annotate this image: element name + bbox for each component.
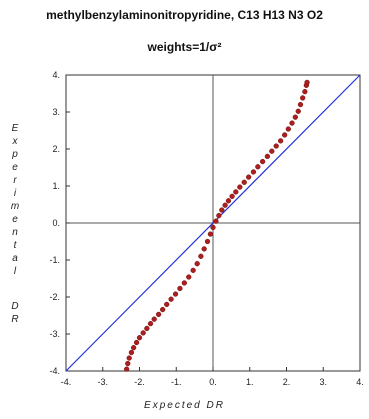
y-axis-label-letter: t <box>13 240 17 251</box>
data-point <box>198 253 204 259</box>
x-tick-label: 3. <box>319 377 327 387</box>
data-point <box>245 174 252 180</box>
data-point <box>255 164 261 170</box>
y-axis-label-letter: e <box>12 214 18 225</box>
x-tick-label: -1. <box>171 377 182 387</box>
data-point <box>172 291 179 297</box>
y-axis-label-letter: n <box>12 227 18 238</box>
data-point <box>233 189 239 195</box>
data-point <box>186 274 192 280</box>
data-point <box>222 202 228 208</box>
data-point <box>123 366 130 372</box>
data-point <box>194 261 200 267</box>
data-point <box>304 79 310 86</box>
data-point <box>160 306 166 313</box>
data-point <box>237 184 243 190</box>
y-axis-label-letter: E <box>11 123 19 134</box>
data-point <box>136 335 143 341</box>
data-point <box>241 179 247 185</box>
chart-title: methylbenzylaminonitropyridine, C13 H13 … <box>46 8 323 22</box>
data-point <box>285 126 291 132</box>
data-point <box>126 355 132 361</box>
data-point <box>207 231 214 237</box>
data-point <box>259 158 266 165</box>
reference-line <box>65 74 361 372</box>
data-point <box>133 339 140 346</box>
y-axis-label-letter: D <box>11 301 19 312</box>
x-tick-label: 2. <box>283 377 291 387</box>
y-tick-label: 3. <box>52 107 60 117</box>
data-point <box>300 95 306 101</box>
x-tick-label: 4. <box>356 377 364 387</box>
y-tick-label: -1. <box>49 255 60 265</box>
data-point <box>264 153 271 160</box>
x-tick-label: 0. <box>209 377 217 387</box>
data-point <box>128 349 135 356</box>
data-point <box>273 143 279 149</box>
data-point <box>229 193 235 200</box>
y-tick-label: -4. <box>49 366 60 376</box>
data-point <box>151 316 157 322</box>
data-point <box>144 325 150 332</box>
data-point <box>140 330 146 336</box>
data-point <box>204 238 211 245</box>
y-axis-label-letter: l <box>13 266 17 277</box>
y-axis-label-letter: m <box>10 201 20 212</box>
x-tick-label: -4. <box>61 377 72 387</box>
data-point <box>164 301 170 308</box>
data-point <box>219 207 225 213</box>
data-point <box>177 285 183 292</box>
y-tick-label: 4. <box>52 70 60 80</box>
data-point <box>250 169 257 175</box>
y-tick-label: -3. <box>49 329 60 339</box>
data-point <box>181 280 187 286</box>
data-point <box>210 224 216 231</box>
y-axis-label-letter: x <box>12 136 18 147</box>
data-point <box>277 138 284 144</box>
data-point <box>295 108 301 114</box>
y-axis-label-letter: e <box>12 162 18 173</box>
data-point <box>269 148 275 154</box>
y-tick-label: -2. <box>49 292 60 302</box>
data-point <box>302 89 308 95</box>
data-point <box>201 246 207 252</box>
y-tick-label: 1. <box>52 181 60 191</box>
y-tick-label: 2. <box>52 144 60 154</box>
data-point <box>213 218 219 224</box>
data-point <box>147 320 154 327</box>
data-point <box>225 198 232 204</box>
data-point <box>289 120 295 126</box>
data-point <box>282 132 288 138</box>
data-point <box>292 114 298 120</box>
x-tick-label: -2. <box>134 377 145 387</box>
y-axis-label-letter: r <box>13 175 17 186</box>
x-tick-label: 1. <box>246 377 254 387</box>
y-tick-label: 0. <box>52 218 60 228</box>
data-point <box>190 267 196 274</box>
y-axis-label-letter: R <box>11 314 19 325</box>
y-axis-label-letter: a <box>12 253 18 264</box>
data-point <box>130 345 137 351</box>
y-axis-label-letter: p <box>12 149 18 160</box>
data-point <box>168 296 174 302</box>
data-point <box>216 212 222 219</box>
chart-subtitle: weights=1/σ² <box>147 40 222 54</box>
data-point <box>125 360 131 367</box>
y-axis-label-letter: i <box>13 188 17 199</box>
data-point <box>297 101 304 108</box>
x-axis-label: Expected DR <box>144 400 225 411</box>
x-tick-label: -3. <box>97 377 108 387</box>
data-point <box>155 311 162 318</box>
